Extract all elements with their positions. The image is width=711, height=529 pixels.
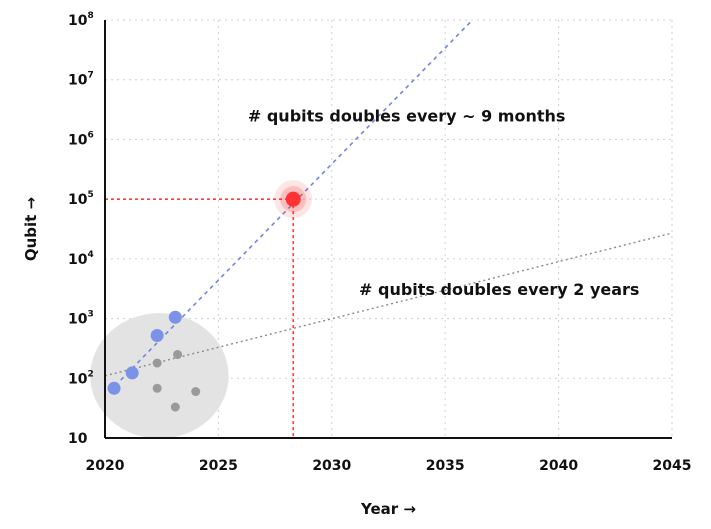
data-point-gray bbox=[152, 383, 162, 393]
data-point-blue bbox=[107, 381, 121, 395]
x-tick-label: 2030 bbox=[312, 458, 351, 474]
y-tick-label: 107 bbox=[68, 71, 94, 89]
cluster-layer bbox=[90, 313, 229, 439]
y-tick-exponent: 5 bbox=[87, 190, 93, 200]
data-point-gray bbox=[170, 402, 180, 412]
annotations: # qubits doubles every ~ 9 months # qubit… bbox=[248, 106, 640, 298]
x-tick-label: 2035 bbox=[426, 458, 465, 474]
data-point-gray bbox=[173, 350, 183, 360]
data-point-blue bbox=[125, 366, 139, 380]
y-tick-label: 105 bbox=[68, 190, 94, 208]
y-tick-exponent: 3 bbox=[87, 310, 93, 320]
tick-labels: 2020 2025 2030 2035 2040 2045 10 102 103 104 105 10… bbox=[68, 11, 691, 474]
y-tick-exponent: 4 bbox=[87, 250, 93, 260]
axes bbox=[104, 20, 672, 439]
data-points bbox=[107, 180, 313, 412]
y-tick-label: 102 bbox=[68, 369, 94, 387]
y-tick-label: 10 bbox=[68, 431, 88, 447]
highlight-point bbox=[285, 191, 301, 207]
x-tick-label: 2025 bbox=[199, 458, 238, 474]
data-point-gray bbox=[152, 358, 162, 368]
y-tick-label: 104 bbox=[68, 250, 94, 268]
x-tick-label: 2040 bbox=[539, 458, 578, 474]
y-tick-label: 108 bbox=[68, 11, 94, 29]
x-tick-label: 2020 bbox=[86, 458, 125, 474]
data-point-blue bbox=[168, 310, 182, 324]
y-tick-label: 103 bbox=[68, 310, 94, 328]
y-tick-exponent: 8 bbox=[87, 11, 93, 21]
grid bbox=[105, 19, 673, 438]
y-tick-exponent: 2 bbox=[87, 369, 93, 379]
y-tick-exponent: 7 bbox=[87, 71, 93, 81]
guide-lines bbox=[105, 198, 295, 438]
trend-annotation: # qubits doubles every 2 years bbox=[359, 280, 639, 299]
trend-annotation: # qubits doubles every ~ 9 months bbox=[248, 106, 566, 125]
data-point-blue bbox=[150, 329, 164, 343]
x-tick-label: 2045 bbox=[653, 458, 692, 474]
data-point-gray bbox=[191, 387, 201, 397]
y-axis-label: Qubit → bbox=[22, 197, 40, 261]
x-axis-label: Year → bbox=[360, 500, 416, 518]
early-systems-cluster bbox=[90, 313, 229, 439]
y-tick-label: 106 bbox=[68, 130, 94, 148]
y-tick-exponent: 6 bbox=[87, 130, 93, 140]
